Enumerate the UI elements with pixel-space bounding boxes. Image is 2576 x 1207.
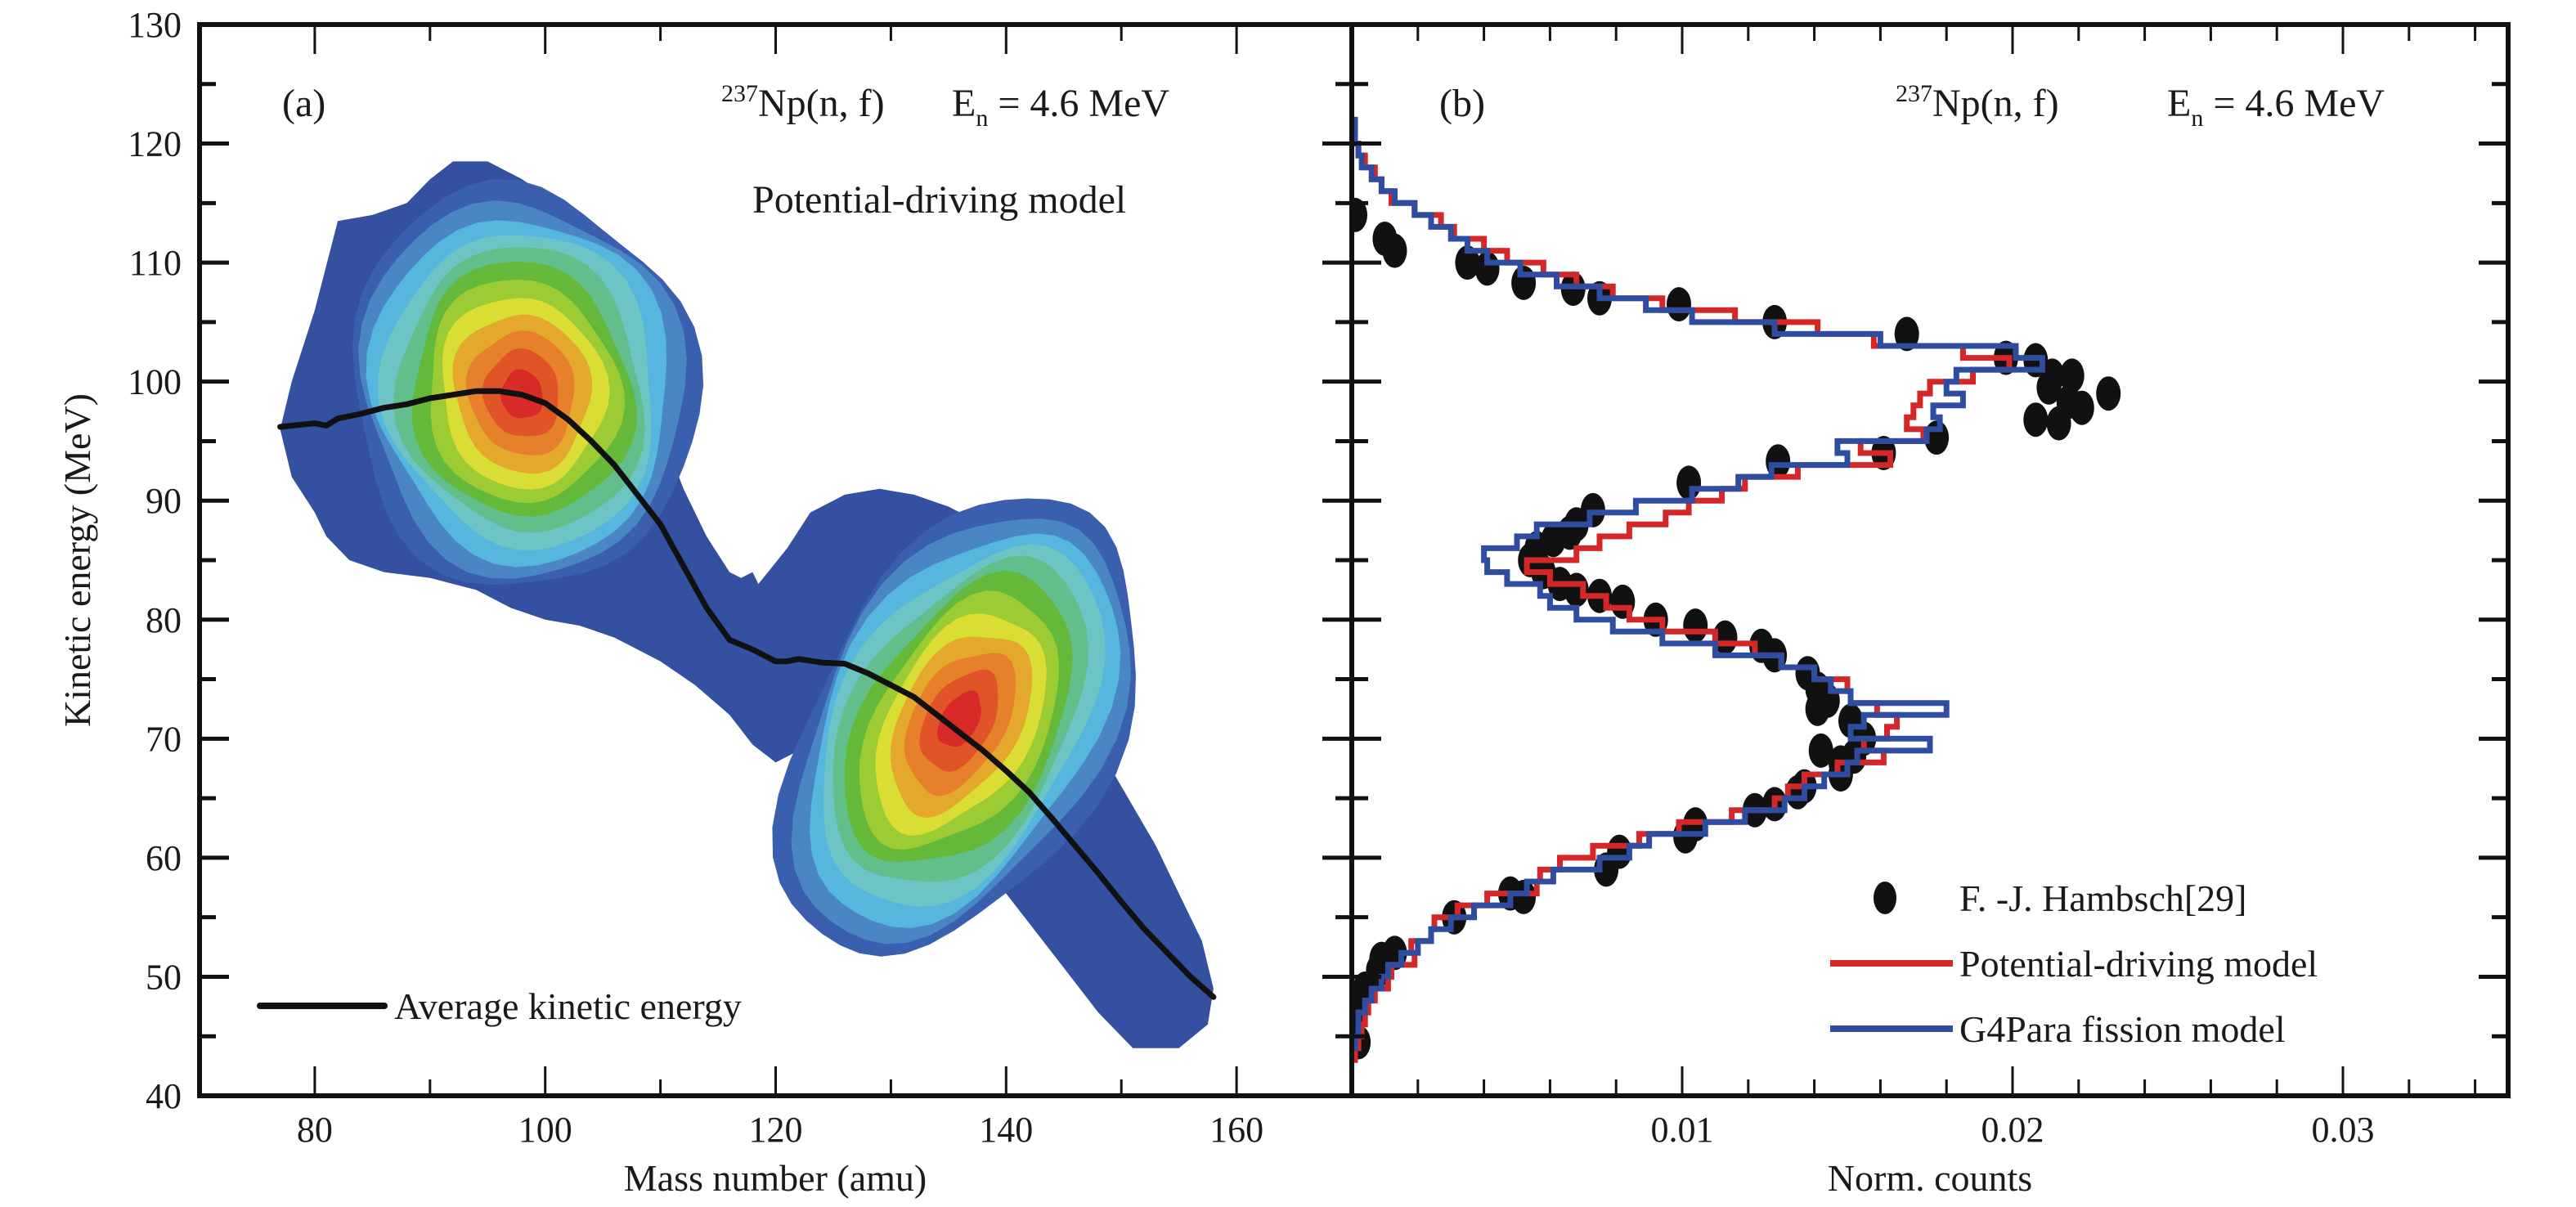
hambsch-point [2046,406,2071,441]
y-tick-label: 50 [146,957,182,997]
x-tick-label-b: 0.01 [1651,1110,1714,1150]
y-tick-label: 70 [146,719,182,759]
legend-label-potential-driving: Potential-driving model [1959,943,2318,985]
hambsch-point [2059,358,2085,393]
average-kinetic-energy-line [277,388,1217,1000]
x-tick-label-a: 160 [1209,1110,1263,1150]
hambsch-point [1683,608,1708,644]
x-tick-label-a: 100 [518,1110,572,1150]
hambsch-point [1676,465,1702,500]
hambsch-point [1511,265,1537,300]
legend-label-hambsch: F. -J. Hambsch[29] [1959,877,2247,919]
y-tick-label: 130 [128,5,182,45]
x-axis-title-a: Mass number (amu) [624,1157,927,1199]
x-axis-title-b: Norm. counts [1828,1157,2032,1199]
hambsch-point [1372,222,1398,256]
panel-b-label: (b) [1439,82,1485,125]
y-tick-label: 90 [146,481,182,521]
panel-a [277,161,1217,1048]
hambsch-point [1511,879,1537,914]
contour-map [280,161,1214,1048]
hambsch-point [1894,316,1919,352]
hambsch-point [1808,733,1833,768]
x-tick-label-b: 0.03 [2312,1110,2375,1150]
y-tick-label: 80 [146,600,182,640]
hambsch-point [2036,370,2062,405]
x-tick-label-a: 120 [749,1110,803,1150]
panel-a-model-label: Potential-driving model [752,178,1126,222]
x-tick-label-a: 80 [297,1110,333,1150]
y-axis-title: Kinetic energy (MeV) [56,393,98,727]
legend-label-average-ke: Average kinetic energy [394,985,742,1027]
axes-b [1349,22,2511,1098]
x-tick-label-b: 0.02 [1981,1110,2044,1150]
y-tick-label: 40 [146,1076,182,1116]
hambsch-point [2096,376,2121,411]
legend-label-g4para: G4Para fission model [1959,1008,2286,1050]
panel-b-energy-label: En = 4.6 MeV [2167,82,2385,132]
hambsch-point [2023,402,2049,437]
hambsch-scatter [1352,197,2121,1060]
legend-marker-hambsch [1874,882,1896,914]
hambsch-point [2069,390,2094,425]
y-tick-label: 60 [146,838,182,878]
panel-a-reaction-label: 237Np(n, f) [721,80,885,125]
hambsch-point [1352,197,1367,232]
y-tick-label: 110 [129,243,182,283]
hambsch-point [1667,287,1691,322]
hambsch-point [1455,245,1480,280]
x-tick-label-a: 140 [979,1110,1033,1150]
panel-b [1352,116,2121,1063]
y-tick-label: 120 [128,124,182,164]
tick-labels: 40 50 60 70 80 90 100 110 120 130 80 100 120 140 160 0.… [128,5,2375,1150]
y-tick-label: 100 [128,362,182,402]
contour-level-heavy-fragment-12 [937,690,981,747]
panel-a-energy-label: En = 4.6 MeV [952,82,1169,132]
panel-b-reaction-label: 237Np(n, f) [1896,80,2059,125]
g4para-step-line [1352,116,2045,1052]
panel-a-label: (a) [282,82,325,125]
